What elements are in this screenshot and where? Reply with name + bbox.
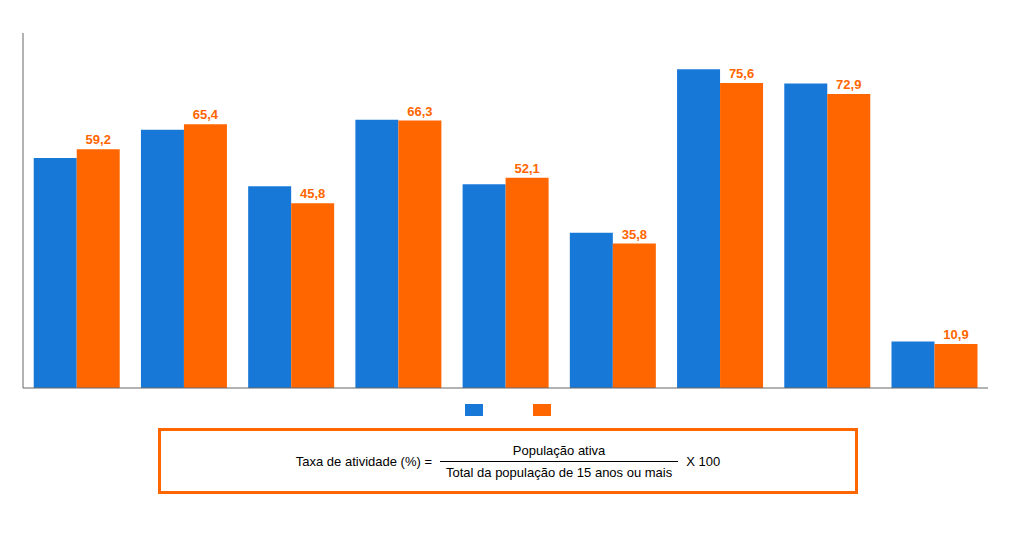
svg-text:52,1: 52,1 bbox=[514, 161, 539, 176]
svg-text:65,4: 65,4 bbox=[193, 107, 219, 122]
svg-text:75,6: 75,6 bbox=[729, 66, 754, 81]
html-text:Taxa de atividade (%) =: Taxa de atividade (%) = bbox=[295, 453, 432, 469]
html-text:Total da população de 15 anos: Total da população de 15 anos ou mais bbox=[446, 464, 673, 480]
html-text:X 100: X 100 bbox=[686, 453, 721, 469]
svg-text:66,3: 66,3 bbox=[407, 104, 432, 119]
svg-text:45,8: 45,8 bbox=[300, 186, 325, 201]
svg-text:72,9: 72,9 bbox=[836, 77, 861, 92]
svg-text:59,2: 59,2 bbox=[86, 132, 111, 147]
svg-text:35,8: 35,8 bbox=[622, 227, 647, 242]
html-text:População ativa: População ativa bbox=[512, 442, 606, 458]
svg-text:10,9: 10,9 bbox=[943, 327, 968, 342]
